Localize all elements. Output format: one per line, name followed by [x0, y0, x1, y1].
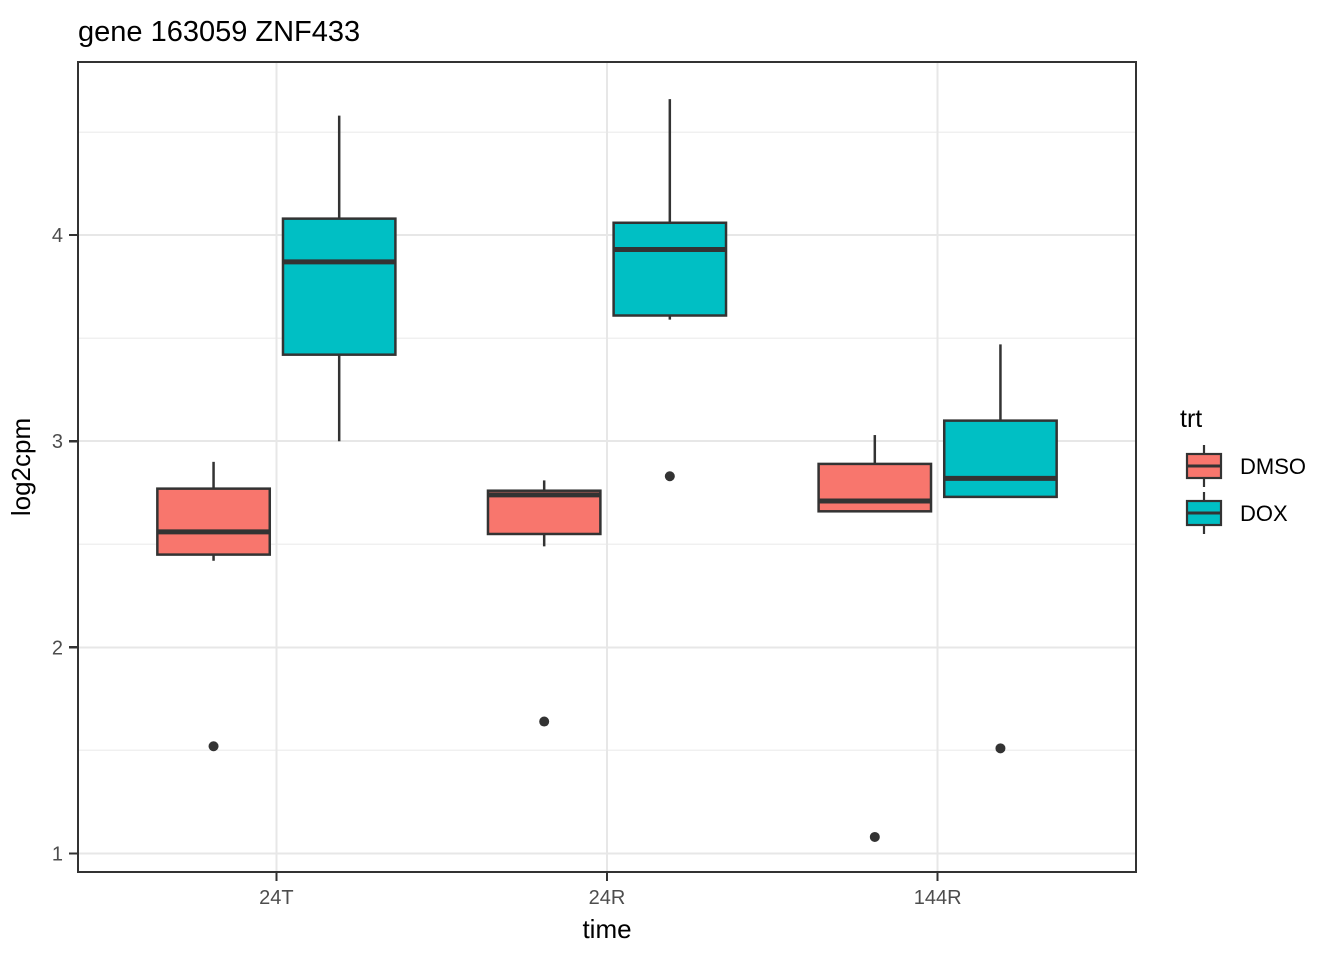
legend: trt DMSO DOX	[1180, 405, 1306, 534]
boxes-layer	[156, 99, 1058, 842]
x-tick-label: 144R	[914, 887, 962, 909]
x-tick-label: 24R	[589, 887, 626, 909]
boxplot-dox-24r	[612, 99, 728, 482]
boxplot-dox-144r	[942, 344, 1058, 754]
outlier-point	[995, 743, 1006, 754]
outlier-point	[664, 471, 675, 482]
chart-title: gene 163059 ZNF433	[78, 16, 360, 48]
legend-entry-dmso: DMSO	[1185, 445, 1306, 487]
legend-label: DOX	[1240, 501, 1288, 526]
y-tick-label: 1	[52, 843, 63, 865]
boxplot-dmso-24r	[486, 480, 602, 727]
box-iqr	[942, 419, 1058, 499]
y-axis-label: log2cpm	[6, 418, 36, 516]
box-iqr	[486, 489, 602, 536]
outlier-point	[539, 716, 550, 727]
y-tick-label: 2	[52, 637, 63, 659]
boxplot-dmso-24t	[156, 461, 272, 752]
boxplot-dox-24t	[281, 115, 397, 442]
box-iqr	[612, 221, 728, 317]
box-iqr	[156, 487, 272, 556]
axis-tick-labels: 1 2 3 4 24T 24R 144R	[52, 225, 962, 909]
outlier-point	[869, 831, 880, 842]
boxplot-dmso-144r	[817, 435, 933, 842]
legend-title: trt	[1180, 405, 1202, 433]
y-tick-label: 3	[52, 431, 63, 453]
box-iqr	[281, 217, 397, 356]
box-iqr	[817, 462, 933, 513]
outlier-point	[208, 741, 219, 752]
legend-entry-dox: DOX	[1185, 492, 1288, 534]
y-tick-label: 4	[52, 225, 63, 247]
axis-ticks	[69, 234, 939, 881]
legend-label: DMSO	[1240, 454, 1306, 479]
legend-entries: DMSO DOX	[1185, 445, 1306, 534]
x-tick-label: 24T	[259, 887, 293, 909]
x-axis-label: time	[582, 914, 631, 944]
